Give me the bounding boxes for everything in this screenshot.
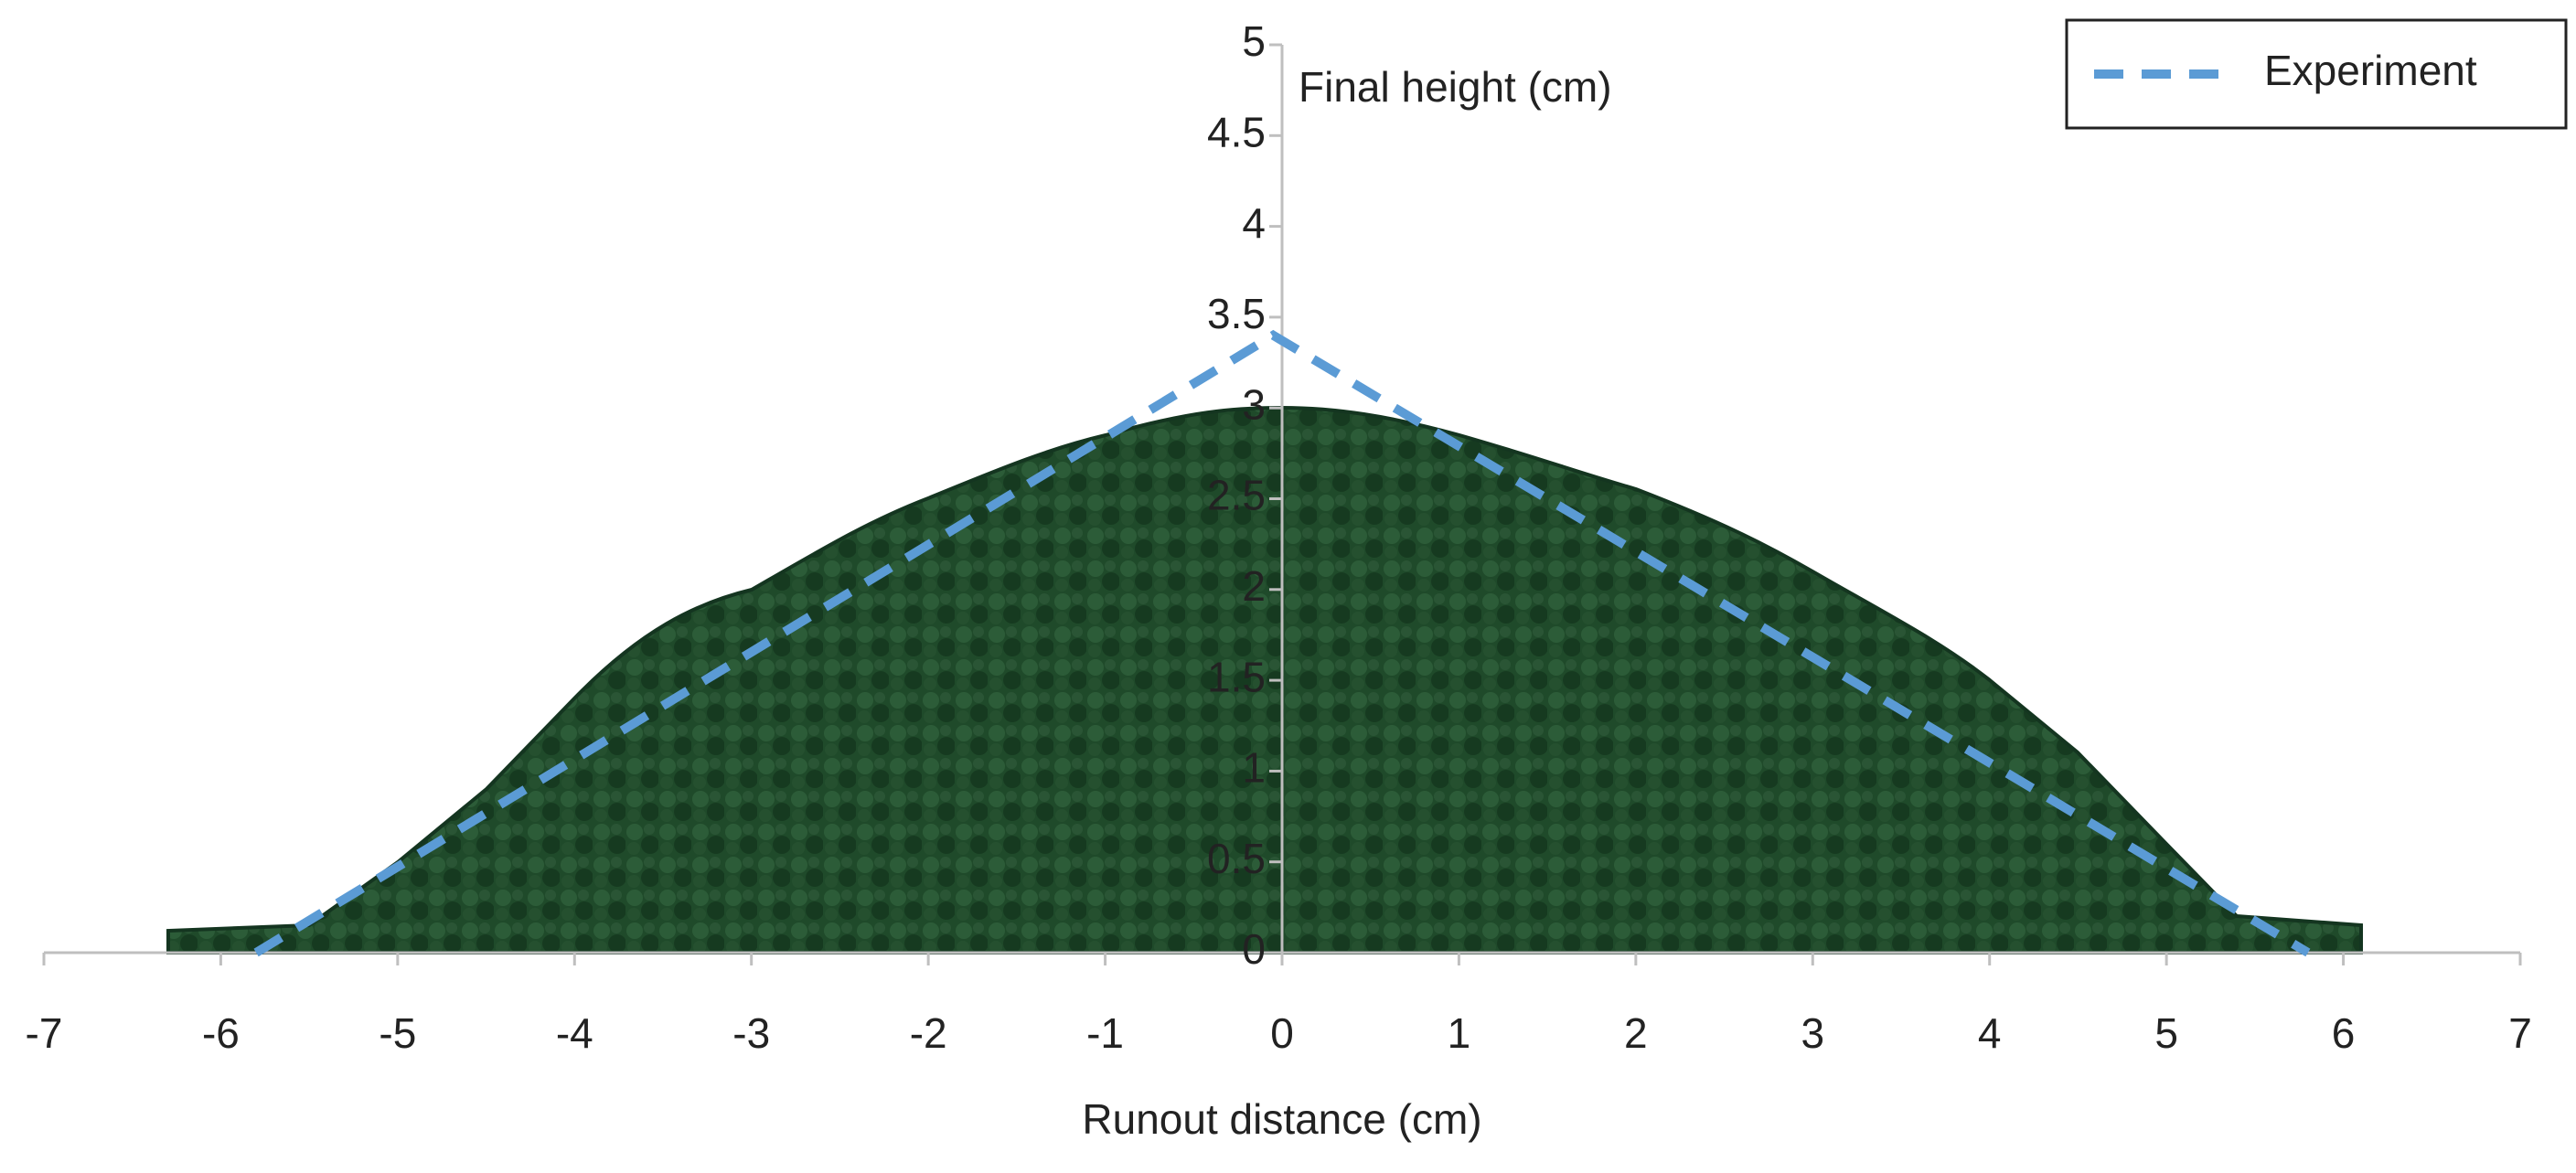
y-tick-label: 2.5 <box>1207 472 1266 519</box>
x-axis-title: Runout distance (cm) <box>1082 1095 1481 1143</box>
x-tick-label: 5 <box>2154 1009 2178 1057</box>
y-tick-label: 4.5 <box>1207 108 1266 155</box>
x-tick-label: -5 <box>379 1009 416 1057</box>
y-tick-label: 3.5 <box>1207 290 1266 337</box>
y-tick-label: 0.5 <box>1207 835 1266 882</box>
x-tick-label: -3 <box>732 1009 770 1057</box>
x-tick-label: 3 <box>1801 1009 1824 1057</box>
x-tick-label: 0 <box>1270 1009 1294 1057</box>
x-tick-label: 2 <box>1624 1009 1648 1057</box>
y-tick-label: 0 <box>1242 925 1266 973</box>
x-tick-label: -7 <box>26 1009 63 1057</box>
y-tick-label: 1.5 <box>1207 653 1266 700</box>
y-tick-label: 4 <box>1242 199 1266 247</box>
legend-label: Experiment <box>2264 47 2477 94</box>
x-tick-label: 7 <box>2508 1009 2532 1057</box>
x-tick-label: -2 <box>910 1009 947 1057</box>
x-tick-label: -4 <box>556 1009 593 1057</box>
y-axis-title: Final height (cm) <box>1299 63 1612 111</box>
x-tick-label: -6 <box>202 1009 240 1057</box>
x-tick-label: 1 <box>1448 1009 1471 1057</box>
line <box>253 329 2311 957</box>
x-tick-label: 6 <box>2332 1009 2356 1057</box>
y-tick-label: 5 <box>1242 17 1266 65</box>
y-tick-label: 1 <box>1242 744 1266 792</box>
y-tick-label: 3 <box>1242 380 1266 428</box>
x-tick-label: -1 <box>1086 1009 1124 1057</box>
x-tick-label: 4 <box>1978 1009 2002 1057</box>
y-tick-label: 2 <box>1242 562 1266 610</box>
